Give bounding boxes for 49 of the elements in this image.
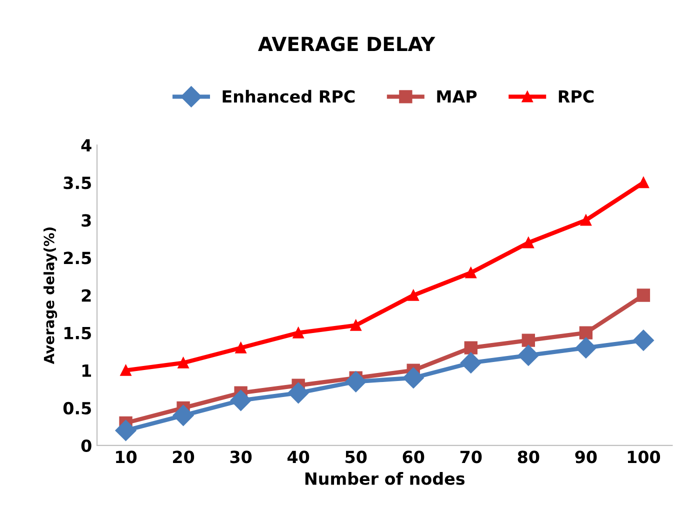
y-tick-label: 2.5 (64, 252, 91, 264)
point (464, 341, 478, 354)
point (518, 344, 539, 366)
x-tick-label: 20 (173, 450, 194, 464)
point (579, 326, 593, 340)
x-tick-label: 70 (460, 450, 482, 464)
x-tick-label: 100 (628, 450, 660, 464)
x-tick-label: 60 (402, 450, 424, 464)
point (575, 337, 596, 358)
point (172, 404, 194, 426)
y-tick-label: 0 (81, 439, 92, 452)
point (580, 214, 592, 226)
y-axis-title: Average delay(%) (44, 228, 58, 364)
x-tick-label: 50 (346, 450, 367, 464)
x-tick-label: 30 (230, 450, 252, 464)
legend-label: Enhanced RPC (222, 90, 355, 103)
point (522, 334, 536, 347)
x-tick-label: 90 (575, 450, 597, 464)
y-tick-label: 1.5 (64, 326, 91, 340)
point (522, 237, 534, 248)
legend-label: MAP (437, 90, 477, 103)
legend-label: RPC (558, 90, 594, 103)
point (408, 290, 419, 301)
x-axis-title: Number of nodes (305, 472, 465, 485)
point (638, 177, 650, 188)
y-tick-label: 2 (82, 289, 91, 302)
y-tick-label: 3.5 (64, 176, 91, 190)
point (402, 367, 424, 388)
x-tick-label: 40 (287, 450, 310, 464)
point (292, 327, 304, 338)
point (230, 390, 252, 411)
y-tick-label: 3 (82, 214, 91, 227)
chart-title: AVERAGE DELAY (258, 36, 436, 52)
point (465, 267, 476, 278)
point (235, 342, 246, 354)
x-tick-label: 80 (518, 450, 540, 464)
point (632, 330, 654, 351)
point (350, 320, 362, 331)
point (115, 420, 136, 441)
point (636, 288, 650, 302)
point (178, 357, 189, 368)
point (460, 352, 482, 374)
y-tick-label: 1 (82, 364, 92, 377)
point (120, 364, 132, 376)
point (345, 371, 366, 392)
point (288, 382, 309, 404)
x-tick-label: 10 (116, 450, 137, 464)
y-tick-label: 0.5 (63, 402, 91, 414)
y-tick-label: 4 (81, 139, 92, 152)
